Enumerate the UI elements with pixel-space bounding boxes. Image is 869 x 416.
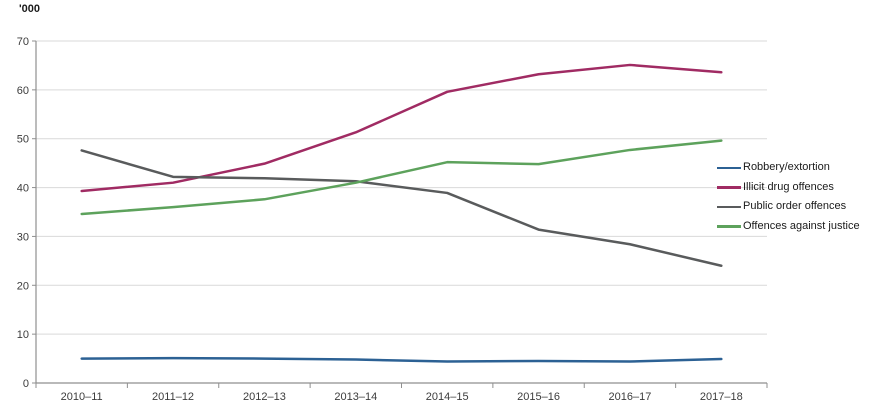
- y-tick-label: 20: [17, 280, 29, 292]
- legend-label: Public order offences: [743, 200, 847, 213]
- x-tick-label: 2016–17: [609, 391, 652, 403]
- y-tick-label: 60: [17, 85, 29, 97]
- y-tick-label: 0: [23, 378, 29, 390]
- legend-item: Robbery/extortion: [717, 158, 860, 178]
- x-tick-label: 2012–13: [243, 391, 286, 403]
- legend-item: Offences against justice: [717, 217, 860, 237]
- x-tick-label: 2013–14: [334, 391, 377, 403]
- legend-item: Illicit drug offences: [717, 178, 860, 198]
- y-tick-label: 50: [17, 134, 29, 146]
- x-tick-label: 2017–18: [700, 391, 743, 403]
- legend-line-swatch: [717, 186, 741, 189]
- series-line-illicit-drug-offences: [80, 63, 723, 193]
- legend-item: Public order offences: [717, 197, 860, 217]
- y-tick-label: 70: [17, 36, 29, 48]
- x-tick-label: 2011–12: [152, 391, 194, 403]
- y-tick-label: 40: [17, 183, 29, 195]
- series-line-public-order-offences: [80, 149, 723, 267]
- x-tick-label: 2015–16: [517, 391, 560, 403]
- legend-line-swatch: [717, 205, 741, 208]
- legend-label: Offences against justice: [743, 219, 860, 232]
- x-tick-label: 2014–15: [426, 391, 469, 403]
- series-line-robbery-extortion: [80, 356, 723, 363]
- legend-label: Robbery/extortion: [743, 161, 830, 174]
- legend-label: Illicit drug offences: [743, 180, 834, 193]
- y-axis-unit-label: '000: [19, 3, 40, 15]
- series-line-offences-against-justice: [80, 139, 723, 216]
- legend-line-swatch: [717, 166, 741, 169]
- y-tick-label: 10: [17, 329, 29, 341]
- legend-line-swatch: [717, 225, 741, 228]
- legend: Robbery/extortion Illicit drug offences …: [717, 158, 860, 236]
- y-tick-label: 30: [17, 231, 29, 243]
- x-tick-label: 2010–11: [61, 391, 103, 403]
